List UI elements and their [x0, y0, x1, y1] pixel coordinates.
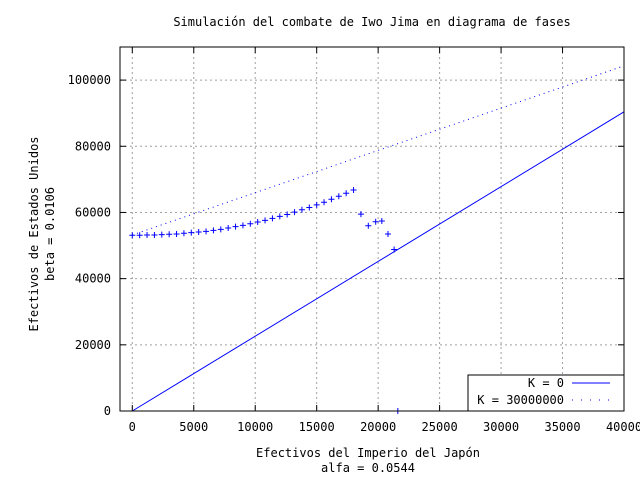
simulation-point: [151, 231, 158, 238]
legend-label-k0: K = 0: [528, 376, 564, 390]
simulation-point: [269, 215, 276, 222]
simulation-point: [180, 230, 187, 237]
simulation-point: [276, 213, 283, 220]
x-tick-label: 5000: [179, 420, 208, 434]
simulation-point: [144, 231, 151, 238]
simulation-point: [129, 232, 136, 239]
y-tick-label: 20000: [75, 338, 111, 352]
simulation-point: [166, 231, 173, 238]
simulation-point: [372, 218, 379, 225]
simulation-point: [384, 230, 391, 237]
axis-ticks: 0 5000 10000 15000 20000 25000 30000 35000 40000…: [68, 47, 640, 434]
legend: K = 0 K = 30000000: [467, 374, 625, 412]
x-axis-sublabel: alfa = 0.0544: [321, 461, 415, 475]
simulation-point: [350, 186, 357, 193]
simulation-point: [262, 217, 269, 224]
plot-frame: [119, 46, 625, 412]
simulation-point: [291, 209, 298, 216]
simulation-point: [232, 223, 239, 230]
simulation-point: [173, 230, 180, 237]
simulation-point: [298, 206, 305, 213]
simulation-point: [328, 196, 335, 203]
x-tick-label: 40000: [606, 420, 640, 434]
y-axis-sublabel: beta = 0.0106: [43, 187, 57, 281]
simulation-point: [195, 228, 202, 235]
series-layer: [129, 65, 625, 414]
simulation-point: [306, 204, 313, 211]
simulation-point: [247, 220, 254, 227]
simulation-point: [357, 211, 364, 218]
simulation-point: [335, 193, 342, 200]
simulation-point: [217, 226, 224, 233]
y-tick-label: 100000: [68, 73, 111, 87]
simulation-point: [321, 199, 328, 206]
legend-label-k30000000: K = 30000000: [477, 393, 564, 407]
x-tick-label: 25000: [422, 420, 458, 434]
x-tick-label: 0: [129, 420, 136, 434]
grid-lines: [120, 47, 625, 412]
simulation-point: [158, 231, 165, 238]
simulation-point: [188, 229, 195, 236]
y-tick-label: 60000: [75, 205, 111, 219]
chart-title: Simulación del combate de Iwo Jima en di…: [173, 15, 570, 29]
x-tick-label: 30000: [483, 420, 519, 434]
k30000000-dotted-line: [132, 65, 625, 236]
simulation-point: [239, 222, 246, 229]
simulation-point: [391, 246, 398, 253]
y-tick-label: 0: [104, 404, 111, 418]
simulation-point: [365, 222, 372, 229]
simulation-point: [254, 219, 261, 226]
simulation-point: [313, 201, 320, 208]
x-tick-label: 10000: [237, 420, 273, 434]
simulation-point: [343, 190, 350, 197]
x-tick-label: 15000: [299, 420, 335, 434]
simulation-point: [284, 211, 291, 218]
legend-box: [467, 374, 625, 412]
simulation-point: [203, 228, 210, 235]
x-tick-label: 20000: [360, 420, 396, 434]
simulation-point: [136, 232, 143, 239]
y-tick-label: 40000: [75, 272, 111, 286]
y-axis-label: Efectivos de Estados Unidos: [27, 136, 41, 331]
simulation-point: [210, 227, 217, 234]
x-axis-label: Efectivos del Imperio del Japón: [256, 446, 480, 460]
simulation-point: [378, 218, 385, 225]
simulation-point: [225, 225, 232, 232]
y-tick-label: 80000: [75, 139, 111, 153]
k0-line: [132, 111, 625, 412]
x-tick-label: 35000: [544, 420, 580, 434]
